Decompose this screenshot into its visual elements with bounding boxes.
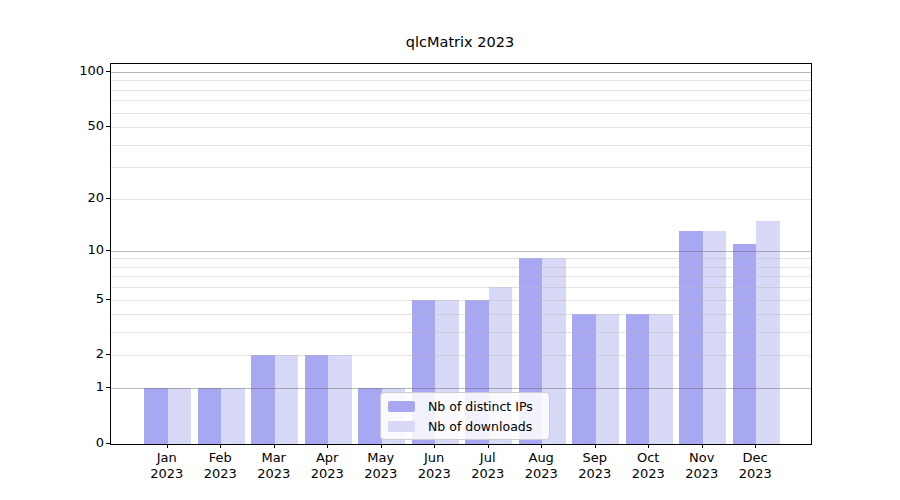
x-tick-mark [541,444,542,448]
bar-nov-series1 [703,231,727,444]
bar-mar-series0 [251,355,275,444]
x-tick-mark [434,444,435,448]
plot-area: Nb of distinct IPs Nb of downloads [110,63,812,445]
x-tick-mark [595,444,596,448]
x-tick-label: May2023 [359,450,403,481]
bar-dec-series1 [756,221,780,445]
x-tick-mark [648,444,649,448]
y-tick-mark [106,71,110,72]
x-tick-year: 2023 [305,466,349,482]
figure: qlcMatrix 2023 Nb of distinct IPs Nb of … [0,0,900,500]
x-tick-month: Jul [466,450,510,466]
bar-oct-series1 [649,314,673,444]
x-tick-month: Apr [305,450,349,466]
x-tick-label: Aug2023 [519,450,563,481]
legend-item-downloads: Nb of downloads [381,416,549,436]
x-tick-month: Feb [198,450,242,466]
bar-oct-series0 [626,314,650,444]
y-tick-label: 50 [60,118,104,134]
bar-sep-series1 [596,314,620,444]
x-tick-mark [702,444,703,448]
x-tick-label: Feb2023 [198,450,242,481]
x-tick-year: 2023 [519,466,563,482]
x-tick-month: Sep [573,450,617,466]
x-tick-year: 2023 [252,466,296,482]
x-tick-label: Apr2023 [305,450,349,481]
bar-nov-series0 [679,231,703,444]
x-tick-mark [381,444,382,448]
x-tick-mark [327,444,328,448]
x-tick-year: 2023 [359,466,403,482]
x-tick-mark [220,444,221,448]
x-tick-year: 2023 [466,466,510,482]
x-tick-label: Mar2023 [252,450,296,481]
x-tick-year: 2023 [573,466,617,482]
x-tick-month: Oct [626,450,670,466]
x-tick-mark [167,444,168,448]
y-tick-mark [106,126,110,127]
y-tick-label: 5 [60,291,104,307]
x-tick-month: Aug [519,450,563,466]
y-tick-mark [106,299,110,300]
x-tick-label: Oct2023 [626,450,670,481]
bar-sep-series0 [572,314,596,444]
x-tick-month: Nov [680,450,724,466]
chart-title: qlcMatrix 2023 [110,34,810,50]
y-tick-label: 1 [60,379,104,395]
bar-apr-series0 [305,355,329,444]
bars-layer [111,64,811,444]
bar-dec-series0 [733,244,757,444]
bar-mar-series1 [275,355,299,444]
x-tick-month: Dec [733,450,777,466]
x-tick-year: 2023 [626,466,670,482]
x-tick-label: Jul2023 [466,450,510,481]
bar-feb-series1 [221,388,245,444]
y-tick-mark [106,250,110,251]
legend: Nb of distinct IPs Nb of downloads [380,392,550,440]
x-tick-month: Mar [252,450,296,466]
legend-item-distinct-ips: Nb of distinct IPs [381,396,549,416]
y-tick-mark [106,354,110,355]
legend-swatch-distinct-ips [388,401,415,412]
bar-jan-series0 [144,388,168,444]
bar-feb-series0 [198,388,222,444]
y-tick-label: 20 [60,190,104,206]
x-tick-month: May [359,450,403,466]
x-tick-year: 2023 [680,466,724,482]
y-tick-label: 100 [60,63,104,79]
x-tick-label: Jan2023 [145,450,189,481]
x-tick-mark [755,444,756,448]
x-tick-year: 2023 [733,466,777,482]
x-tick-month: Jan [145,450,189,466]
bar-apr-series1 [328,355,352,444]
x-tick-month: Jun [412,450,456,466]
x-tick-mark [488,444,489,448]
x-tick-year: 2023 [198,466,242,482]
x-tick-label: Nov2023 [680,450,724,481]
legend-swatch-downloads [388,421,415,432]
y-tick-label: 2 [60,346,104,362]
legend-label-downloads: Nb of downloads [428,419,532,434]
bar-jan-series1 [168,388,192,444]
x-tick-label: Dec2023 [733,450,777,481]
y-tick-mark [106,443,110,444]
x-tick-year: 2023 [145,466,189,482]
y-tick-mark [106,198,110,199]
legend-label-distinct-ips: Nb of distinct IPs [428,399,533,414]
x-tick-mark [274,444,275,448]
y-tick-label: 0 [60,435,104,451]
y-tick-label: 10 [60,242,104,258]
y-tick-mark [106,387,110,388]
x-tick-label: Sep2023 [573,450,617,481]
x-tick-label: Jun2023 [412,450,456,481]
x-tick-year: 2023 [412,466,456,482]
bar-may-series0 [358,388,382,444]
